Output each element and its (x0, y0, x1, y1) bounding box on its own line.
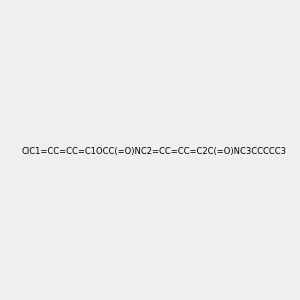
Text: ClC1=CC=CC=C1OCC(=O)NC2=CC=CC=C2C(=O)NC3CCCCC3: ClC1=CC=CC=C1OCC(=O)NC2=CC=CC=C2C(=O)NC3… (21, 147, 286, 156)
